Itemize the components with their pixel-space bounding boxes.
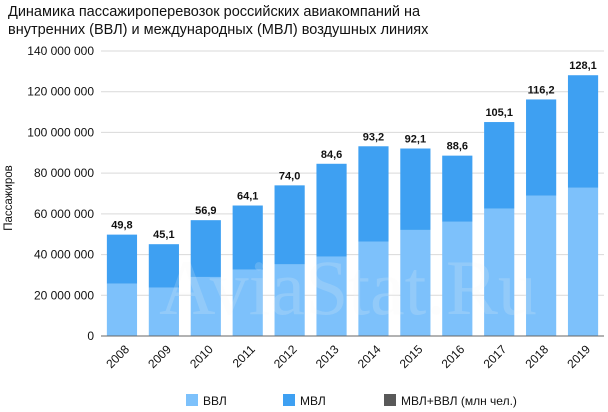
y-tick-label: 60 000 000 (34, 207, 94, 221)
bar-segment-vvl (358, 241, 389, 336)
legend-item-total: МВЛ+ВВЛ (млн чел.) (384, 394, 517, 408)
bar-total-label: 128,1 (569, 60, 597, 72)
bar-total-label: 116,2 (528, 84, 555, 96)
watermark: AviaStat.Ru (159, 244, 537, 331)
x-tick-label: 2019 (564, 342, 593, 371)
bar-total-label: 84,6 (321, 149, 342, 161)
y-tick-label: 80 000 000 (34, 166, 94, 180)
data-labels: 49,8 45,1 56,9 64,1 74,0 84,6 93,2 92,1 88,6 105,… (111, 60, 597, 241)
y-tick-label: 0 (87, 329, 94, 343)
bar-segment-vvl (106, 283, 138, 336)
bar-segment-vvl (484, 208, 515, 336)
bar-segment-mvl (148, 244, 179, 288)
bar-segment-mvl (484, 122, 515, 209)
bar-segment-mvl (316, 163, 347, 257)
bar-total-label: 88,6 (447, 141, 468, 153)
bar-segment-mvl (106, 234, 138, 284)
x-axis-ticks: 2008 2009 2010 2011 2012 2013 2014 2015 2016 2017… (103, 342, 593, 371)
bar-total-label: 49,8 (111, 220, 132, 232)
x-tick-label: 2017 (481, 342, 510, 371)
bar-segment-vvl (148, 287, 179, 336)
legend-swatch (283, 394, 295, 406)
bar-total-label: 64,1 (237, 191, 258, 203)
legend-label: МВЛ (300, 394, 326, 408)
y-tick-label: 120 000 000 (27, 85, 94, 99)
legend-swatch (186, 394, 198, 406)
x-tick-label: 2013 (313, 342, 342, 371)
bar-segment-mvl (358, 146, 389, 242)
x-tick-label: 2010 (187, 342, 216, 371)
chart-title-line-2: внутренних (ВВЛ) и международных (МВЛ) в… (8, 22, 429, 38)
bar-total-label: 92,1 (405, 134, 426, 146)
bar-segment-mvl (232, 205, 263, 270)
y-tick-label: 100 000 000 (27, 125, 94, 139)
legend-item-vvl: ВВЛ (186, 394, 227, 408)
bar-segment-vvl (316, 256, 347, 336)
x-tick-label: 2016 (439, 342, 468, 371)
y-axis-label: Пассажиров (3, 165, 15, 231)
bar-segment-mvl (400, 148, 431, 230)
legend: ВВЛ МВЛ МВЛ+ВВЛ (млн чел.) (186, 394, 517, 408)
bar-segment-vvl (526, 195, 557, 336)
bar-segment-mvl (442, 155, 473, 222)
bar-segment-mvl (274, 185, 305, 265)
bar-total-label: 74,0 (279, 170, 300, 182)
y-tick-label: 40 000 000 (34, 248, 94, 262)
y-tick-label: 140 000 000 (27, 44, 94, 58)
y-axis-ticks: 0 20 000 000 40 000 000 60 000 000 80 000 00… (27, 44, 94, 343)
x-tick-label: 2009 (145, 342, 174, 371)
bar-total-label: 56,9 (195, 205, 216, 217)
bar-segment-vvl (190, 276, 221, 336)
bar-segment-vvl (567, 187, 599, 336)
chart-title-line-1: Динамика пассажироперевозок российских а… (8, 4, 421, 20)
x-tick-label: 2012 (271, 342, 300, 371)
x-tick-label: 2014 (355, 342, 384, 371)
bar-segment-vvl (232, 269, 263, 336)
bar-segment-mvl (567, 75, 599, 188)
legend-swatch (384, 394, 396, 406)
legend-label: МВЛ+ВВЛ (млн чел.) (401, 394, 517, 408)
legend-item-mvl: МВЛ (283, 394, 326, 408)
bar-segment-vvl (400, 229, 431, 336)
gridlines (101, 50, 604, 296)
bar-segment-vvl (442, 221, 473, 336)
bar-total-label: 105,1 (485, 107, 513, 119)
bar-total-label: 93,2 (363, 131, 384, 143)
x-tick-label: 2008 (103, 342, 132, 371)
x-tick-label: 2018 (522, 342, 551, 371)
bar-segment-vvl (274, 264, 305, 336)
bars (106, 75, 599, 336)
bar-segment-mvl (526, 99, 557, 196)
legend-label: ВВЛ (203, 394, 227, 408)
x-tick-label: 2011 (230, 342, 258, 370)
x-tick-label: 2015 (397, 342, 426, 371)
y-tick-label: 20 000 000 (34, 288, 94, 302)
bar-segment-mvl (190, 220, 221, 277)
bar-total-label: 45,1 (153, 229, 174, 241)
